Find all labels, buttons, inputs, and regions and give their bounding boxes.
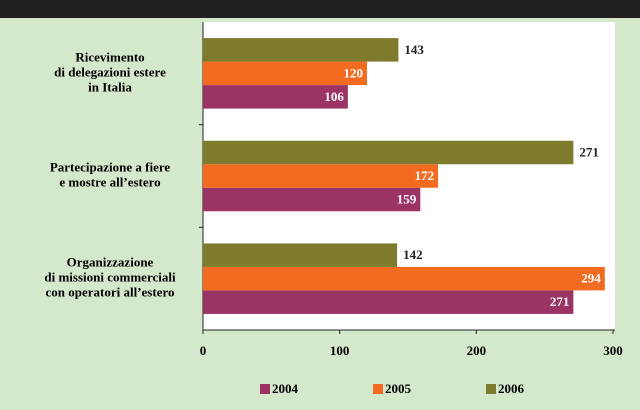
bar bbox=[203, 85, 348, 109]
category-label: Ricevimento bbox=[75, 49, 144, 64]
value-label: 143 bbox=[404, 42, 424, 57]
value-label: 172 bbox=[415, 168, 435, 183]
legend-label: 2006 bbox=[498, 381, 525, 396]
x-tick-label: 300 bbox=[603, 343, 623, 358]
x-tick-label: 100 bbox=[330, 343, 350, 358]
bar bbox=[203, 290, 574, 314]
category-label: con operatori all’estero bbox=[46, 285, 175, 300]
value-label: 271 bbox=[579, 144, 599, 159]
top-band bbox=[0, 0, 640, 18]
value-label: 106 bbox=[324, 89, 344, 104]
legend-label: 2004 bbox=[272, 381, 299, 396]
legend-label: 2005 bbox=[385, 381, 412, 396]
legend-swatch bbox=[486, 384, 496, 394]
bar bbox=[203, 164, 439, 188]
value-label: 294 bbox=[581, 271, 601, 286]
bar bbox=[203, 187, 421, 212]
x-tick-label: 200 bbox=[467, 343, 487, 358]
category-label: di delegazioni estere bbox=[54, 64, 166, 79]
value-label: 142 bbox=[403, 247, 423, 262]
bar bbox=[203, 140, 574, 165]
bar bbox=[203, 243, 398, 267]
category-label: Partecipazione a fiere bbox=[50, 159, 171, 174]
legend-swatch bbox=[260, 384, 270, 394]
bar bbox=[203, 38, 399, 62]
legend-swatch bbox=[373, 384, 383, 394]
value-label: 120 bbox=[344, 65, 364, 80]
x-tick-label: 0 bbox=[200, 343, 207, 358]
category-label: Organizzazione bbox=[67, 255, 154, 270]
bar bbox=[203, 266, 605, 291]
category-label: in Italia bbox=[88, 79, 132, 94]
bar bbox=[203, 61, 367, 86]
value-label: 271 bbox=[550, 294, 570, 309]
category-label: di missioni commerciali bbox=[44, 270, 176, 285]
category-label: e mostre all’estero bbox=[59, 174, 160, 189]
value-label: 159 bbox=[397, 191, 417, 206]
